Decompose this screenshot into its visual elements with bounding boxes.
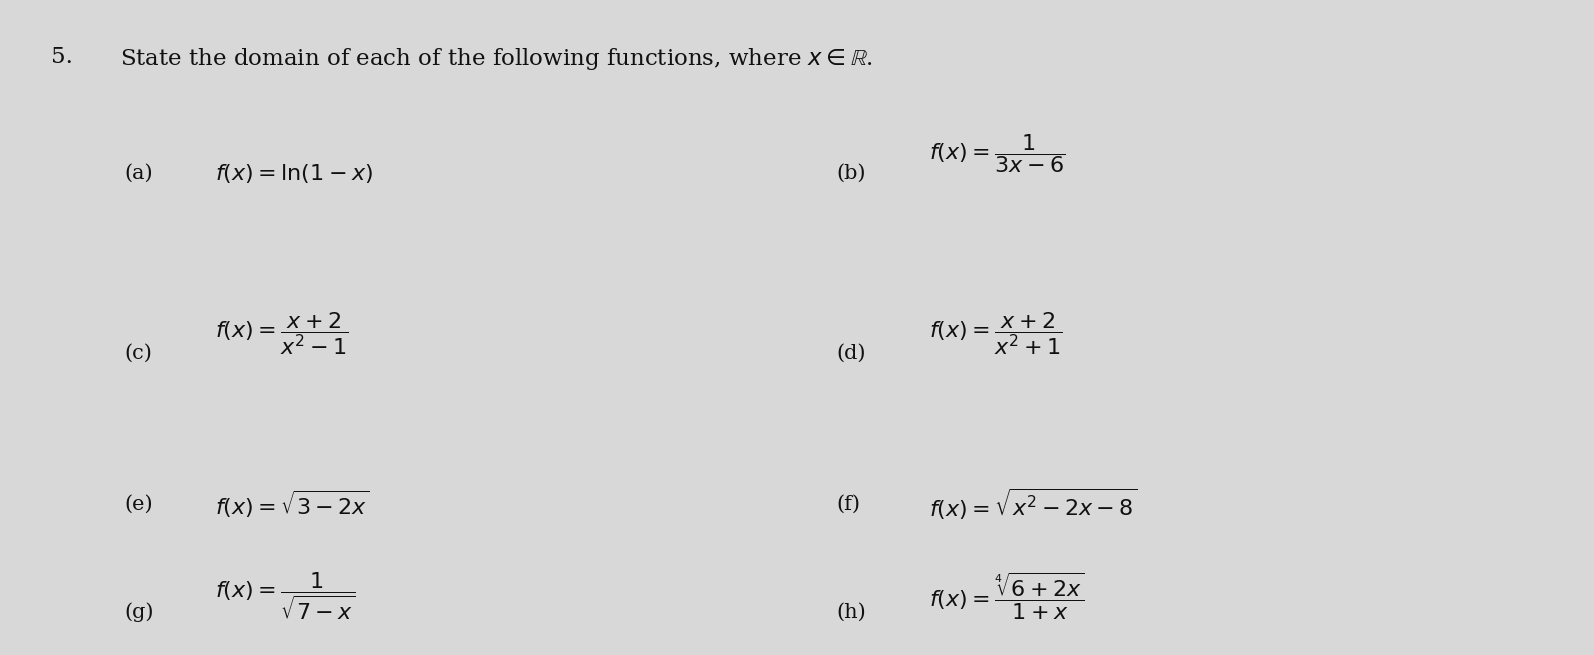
Text: (h): (h) bbox=[837, 603, 867, 622]
Text: (c): (c) bbox=[124, 344, 151, 364]
Text: State the domain of each of the following functions, where $x\in\mathbb{R}$.: State the domain of each of the followin… bbox=[120, 46, 872, 72]
Text: $f(x)=\dfrac{x+2}{x^2+1}$: $f(x)=\dfrac{x+2}{x^2+1}$ bbox=[929, 310, 1063, 358]
Text: $f(x)=\dfrac{x+2}{x^2-1}$: $f(x)=\dfrac{x+2}{x^2-1}$ bbox=[215, 310, 349, 358]
Text: $f(x)=\dfrac{1}{3x-6}$: $f(x)=\dfrac{1}{3x-6}$ bbox=[929, 132, 1066, 176]
Text: (g): (g) bbox=[124, 603, 155, 622]
Text: $f(x)=\dfrac{\sqrt[4]{6+2x}}{1+x}$: $f(x)=\dfrac{\sqrt[4]{6+2x}}{1+x}$ bbox=[929, 571, 1084, 622]
Text: $f(x)=\sqrt{3-2x}$: $f(x)=\sqrt{3-2x}$ bbox=[215, 489, 370, 520]
Text: (d): (d) bbox=[837, 344, 867, 364]
Text: (f): (f) bbox=[837, 495, 861, 514]
Text: (a): (a) bbox=[124, 164, 153, 183]
Text: 5.: 5. bbox=[51, 46, 73, 68]
Text: $f(x)=\sqrt{x^2-2x-8}$: $f(x)=\sqrt{x^2-2x-8}$ bbox=[929, 487, 1138, 522]
Text: (b): (b) bbox=[837, 164, 867, 183]
Text: $f(x)=\dfrac{1}{\sqrt{7-x}}$: $f(x)=\dfrac{1}{\sqrt{7-x}}$ bbox=[215, 571, 355, 622]
Text: $f(x)=\ln(1-x)$: $f(x)=\ln(1-x)$ bbox=[215, 162, 373, 185]
Text: (e): (e) bbox=[124, 495, 153, 514]
